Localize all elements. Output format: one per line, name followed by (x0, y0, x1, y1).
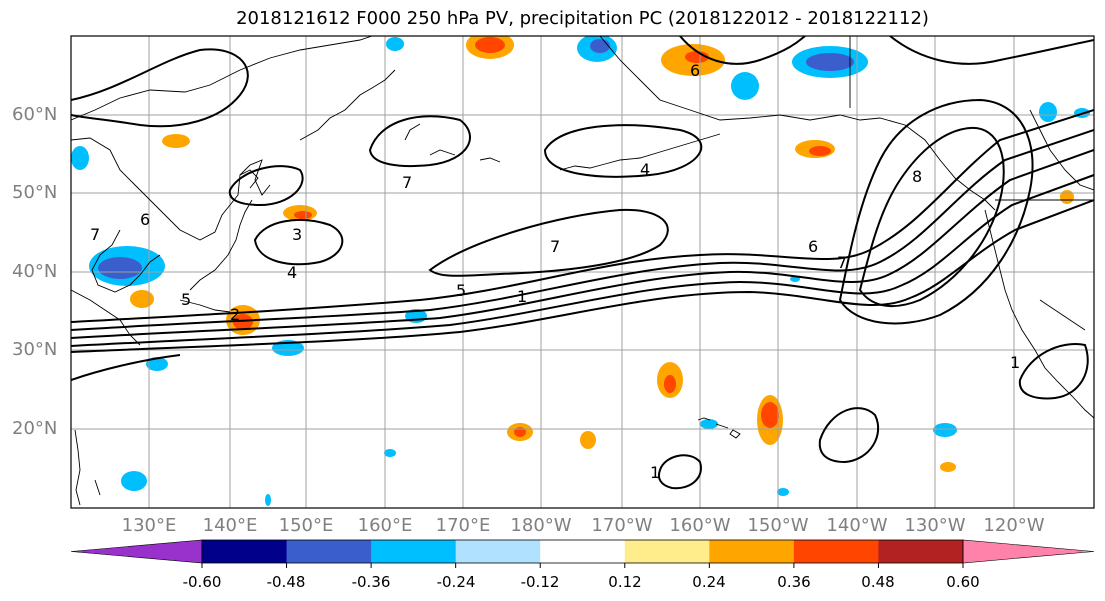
lat-label-60N: 60°N (12, 104, 58, 125)
map-title: 2018121612 F000 250 hPa PV, precipitatio… (236, 8, 929, 29)
colorbar-segments (70, 539, 1095, 564)
lat-label-20N: 20°N (12, 418, 58, 439)
colorbar-tick-label: -0.48 (266, 573, 306, 591)
colorbar-tick-label: -0.36 (351, 573, 391, 591)
lon-label-170W: 170°W (591, 515, 653, 536)
pv-contour-label: 8 (912, 167, 922, 186)
lon-label-120W: 120°W (983, 515, 1045, 536)
colorbar-tick-label: 0.24 (692, 573, 726, 591)
colorbar-segment (286, 540, 372, 563)
lon-label-140E: 140°E (202, 515, 258, 536)
pv-contour-label: 5 (181, 290, 191, 309)
colorbar-tick-label: -0.60 (182, 573, 222, 591)
pv-contour-labels: 6 7 3 4 5 2 7 4 7 5 1 6 7 8 1 1 6 (90, 61, 1020, 482)
pv-contour-label: 7 (837, 253, 847, 272)
pv-contour-label: 7 (550, 237, 560, 256)
pv-contour-label: 7 (90, 225, 100, 244)
pv-contours (71, 36, 1094, 490)
colorbar-segment (540, 540, 626, 563)
colorbar-segment (709, 540, 795, 563)
lon-label-160E: 160°E (357, 515, 413, 536)
lon-label-130E: 130°E (121, 515, 177, 536)
lon-label-150E: 150°E (278, 515, 334, 536)
pv-contour-label: 4 (287, 263, 297, 282)
pv-contour-label: 7 (402, 173, 412, 192)
colorbar-extend-max (962, 539, 1095, 564)
lat-label-40N: 40°N (12, 261, 58, 282)
coastlines (71, 36, 1094, 506)
colorbar-tick-label: 0.48 (861, 573, 895, 591)
colorbar-segment (878, 540, 964, 563)
lat-label-50N: 50°N (12, 182, 58, 203)
lat-label-30N: 30°N (12, 339, 58, 360)
lon-label-180W: 180°W (510, 515, 572, 536)
colorbar-segment (624, 540, 710, 563)
colorbar-segment (371, 540, 457, 563)
pv-contour-label: 6 (690, 61, 700, 80)
colorbar-tick-label: -0.12 (520, 573, 560, 591)
pv-contour-label: 1 (1010, 353, 1020, 372)
pv-contour-label: 6 (808, 237, 818, 256)
colorbar-tick-label: 0.36 (777, 573, 811, 591)
colorbar-tick-label: 0.60 (946, 573, 980, 591)
pv-contour-label: 1 (517, 287, 527, 306)
colorbar-segment (793, 540, 879, 563)
colorbar-segment (455, 540, 541, 563)
lon-label-160W: 160°W (669, 515, 731, 536)
pv-contour-label: 6 (140, 210, 150, 229)
lon-label-150W: 150°W (747, 515, 809, 536)
colorbar-segment (202, 540, 288, 563)
pv-contour-label: 3 (292, 225, 302, 244)
lon-label-130W: 130°W (904, 515, 966, 536)
colorbar-ticks (201, 563, 964, 568)
colorbar-tick-label: -0.24 (436, 573, 476, 591)
lon-label-140W: 140°W (826, 515, 888, 536)
colorbar-tick-label: 0.12 (608, 573, 642, 591)
pv-contour-label: 1 (650, 463, 660, 482)
pv-contour-label: 2 (230, 305, 240, 324)
colorbar-frame (201, 539, 964, 564)
colorbar-extend-min (70, 539, 203, 564)
lon-label-170E: 170°E (435, 515, 491, 536)
pv-contour-label: 4 (640, 160, 650, 179)
pv-contour-label: 5 (456, 281, 466, 300)
